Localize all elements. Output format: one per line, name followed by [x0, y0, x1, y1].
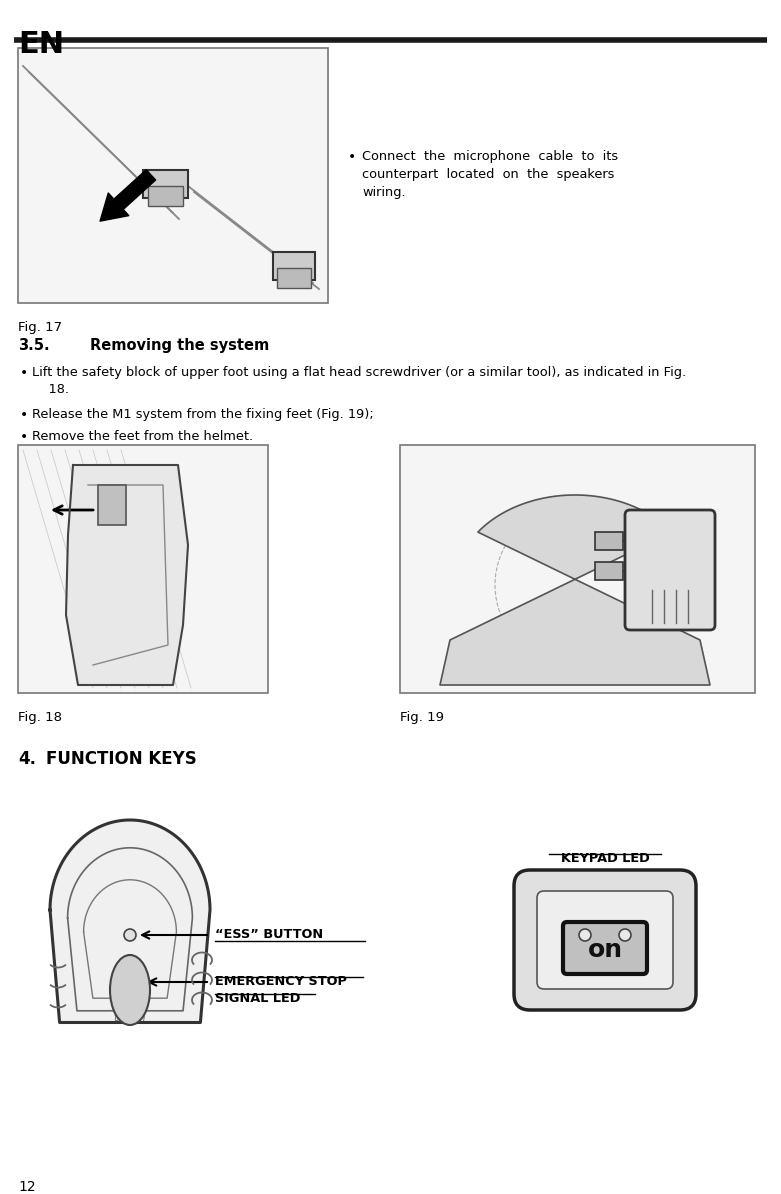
Text: EMERGENCY STOP: EMERGENCY STOP	[215, 975, 347, 987]
Bar	[18, 445, 268, 693]
Ellipse shape	[110, 955, 150, 1024]
Bar	[273, 252, 315, 281]
Text: wiring.: wiring.	[362, 186, 405, 199]
Circle shape	[619, 929, 631, 941]
Text: tr-oom: tr-oom	[114, 1013, 146, 1023]
Bar	[595, 533, 623, 550]
Text: Remove the feet from the helmet.: Remove the feet from the helmet.	[32, 430, 253, 443]
Text: •: •	[20, 430, 28, 444]
Text: Fig. 17: Fig. 17	[18, 321, 62, 334]
Text: SIGNAL LED: SIGNAL LED	[215, 992, 301, 1005]
Bar	[98, 485, 126, 525]
Text: 18.: 18.	[32, 383, 69, 396]
Bar	[18, 48, 328, 303]
FancyBboxPatch shape	[537, 891, 673, 989]
Text: FUNCTION KEYS: FUNCTION KEYS	[46, 750, 197, 768]
Text: KEYPAD LED: KEYPAD LED	[561, 853, 649, 864]
Polygon shape	[440, 496, 710, 685]
Text: •: •	[348, 150, 356, 164]
Text: Removing the system: Removing the system	[90, 338, 269, 353]
Polygon shape	[50, 820, 210, 1022]
Text: Fig. 19: Fig. 19	[400, 710, 444, 724]
Polygon shape	[66, 464, 188, 685]
FancyArrowPatch shape	[100, 170, 155, 221]
Bar	[595, 562, 623, 580]
Text: 3.5.: 3.5.	[18, 338, 50, 353]
Bar	[277, 267, 311, 288]
Bar	[400, 445, 755, 693]
Bar	[143, 170, 188, 198]
Text: Fig. 18: Fig. 18	[18, 710, 62, 724]
FancyBboxPatch shape	[625, 510, 715, 630]
Bar	[148, 186, 183, 207]
Text: •: •	[20, 367, 28, 380]
Text: EN: EN	[18, 30, 64, 59]
Text: 4.: 4.	[18, 750, 36, 768]
Text: counterpart  located  on  the  speakers: counterpart located on the speakers	[362, 168, 615, 181]
FancyBboxPatch shape	[514, 870, 696, 1010]
Circle shape	[124, 929, 136, 941]
Text: on: on	[587, 938, 622, 962]
FancyBboxPatch shape	[563, 922, 647, 974]
Text: •: •	[20, 408, 28, 421]
Text: Connect  the  microphone  cable  to  its: Connect the microphone cable to its	[362, 150, 618, 164]
Text: “ESS” BUTTON: “ESS” BUTTON	[215, 929, 323, 942]
Text: Release the M1 system from the fixing feet (Fig. 19);: Release the M1 system from the fixing fe…	[32, 408, 374, 421]
Text: Lift the safety block of upper foot using a flat head screwdriver (or a similar : Lift the safety block of upper foot usin…	[32, 367, 686, 378]
Circle shape	[579, 929, 591, 941]
Text: 12: 12	[18, 1180, 36, 1194]
